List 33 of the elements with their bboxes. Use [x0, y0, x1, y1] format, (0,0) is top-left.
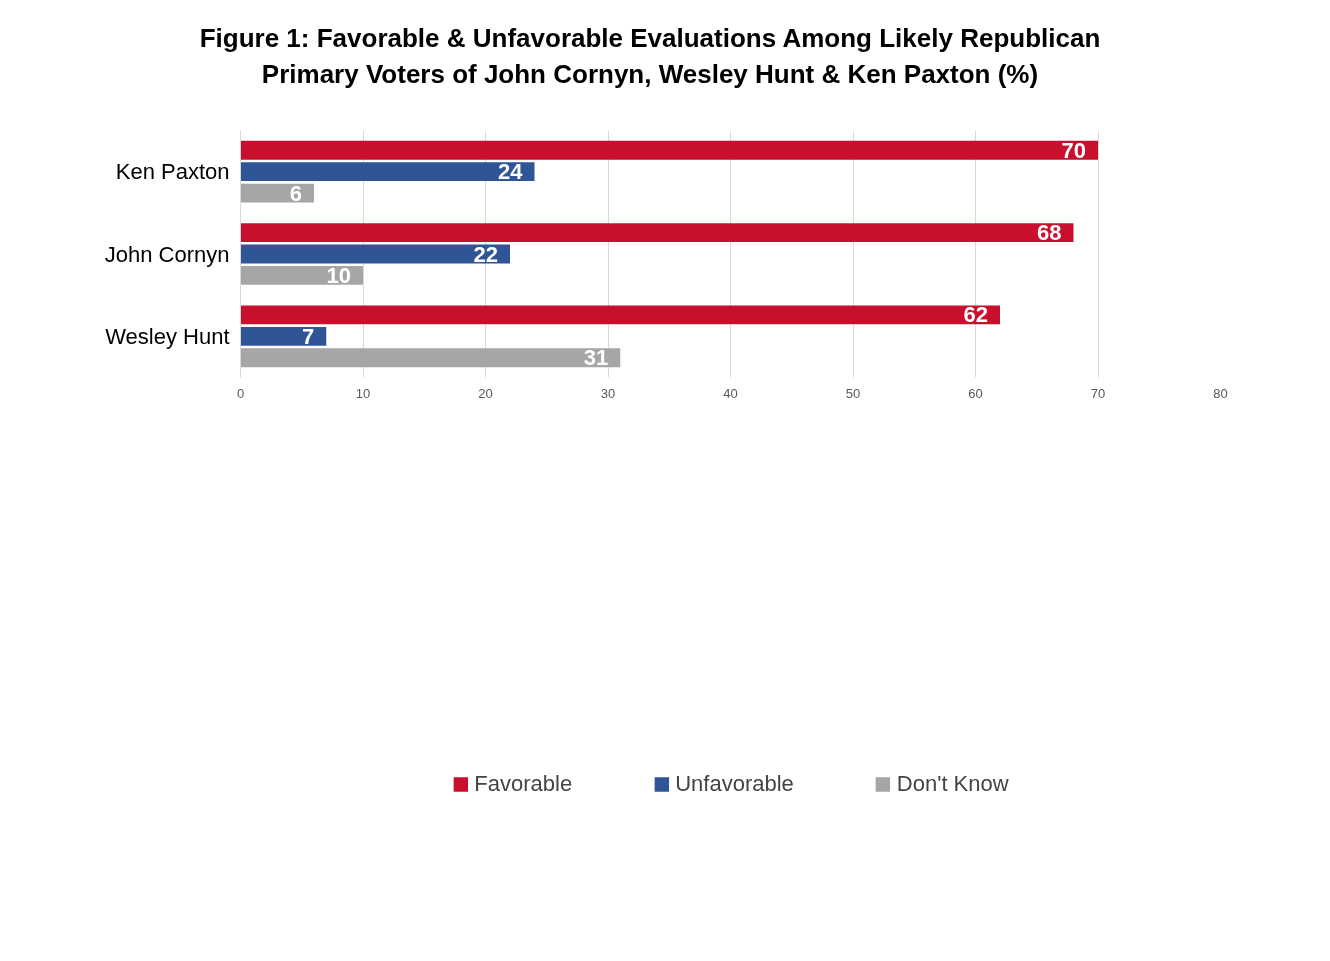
y-tick-label: Ken Paxton — [115, 159, 230, 185]
bar — [240, 162, 535, 182]
data-label: 22 — [473, 241, 499, 267]
x-tick-label: 50 — [845, 385, 861, 401]
legend-label: Don't Know — [896, 770, 1009, 797]
bar — [240, 326, 327, 346]
data-label: 6 — [289, 180, 303, 206]
bar — [240, 140, 1098, 160]
bar — [240, 244, 510, 264]
x-tick-label: 70 — [1090, 385, 1106, 401]
data-label: 31 — [583, 345, 609, 371]
bar — [240, 348, 621, 368]
bar — [240, 305, 1000, 325]
x-tick-label: 80 — [1213, 385, 1228, 401]
data-label: 10 — [326, 262, 352, 288]
x-tick-label: 60 — [968, 385, 983, 401]
data-label: 68 — [1037, 220, 1062, 246]
bar — [240, 265, 363, 285]
y-tick-label: John Cornyn — [104, 241, 230, 267]
x-tick-label: 0 — [236, 385, 245, 401]
legend-label: Unfavorable — [675, 770, 794, 797]
x-tick-label: 10 — [355, 385, 371, 401]
data-label: 70 — [1061, 137, 1087, 163]
x-tick-label: 30 — [600, 385, 616, 401]
data-label: 24 — [498, 159, 524, 185]
legend-label: Favorable — [474, 770, 573, 797]
x-tick-label: 40 — [723, 385, 738, 401]
y-tick-label: Wesley Hunt — [105, 323, 230, 349]
data-label: 62 — [963, 302, 989, 328]
chart-title: Figure 1: Favorable & Unfavorable Evaluations Among Likely Republican Primary Voters of John Cornyn, Wesley Hunt & Ken Paxton (%) — [198, 22, 1102, 92]
bar — [240, 223, 1074, 243]
data-label: 7 — [302, 323, 315, 349]
x-tick-label: 20 — [478, 385, 493, 401]
